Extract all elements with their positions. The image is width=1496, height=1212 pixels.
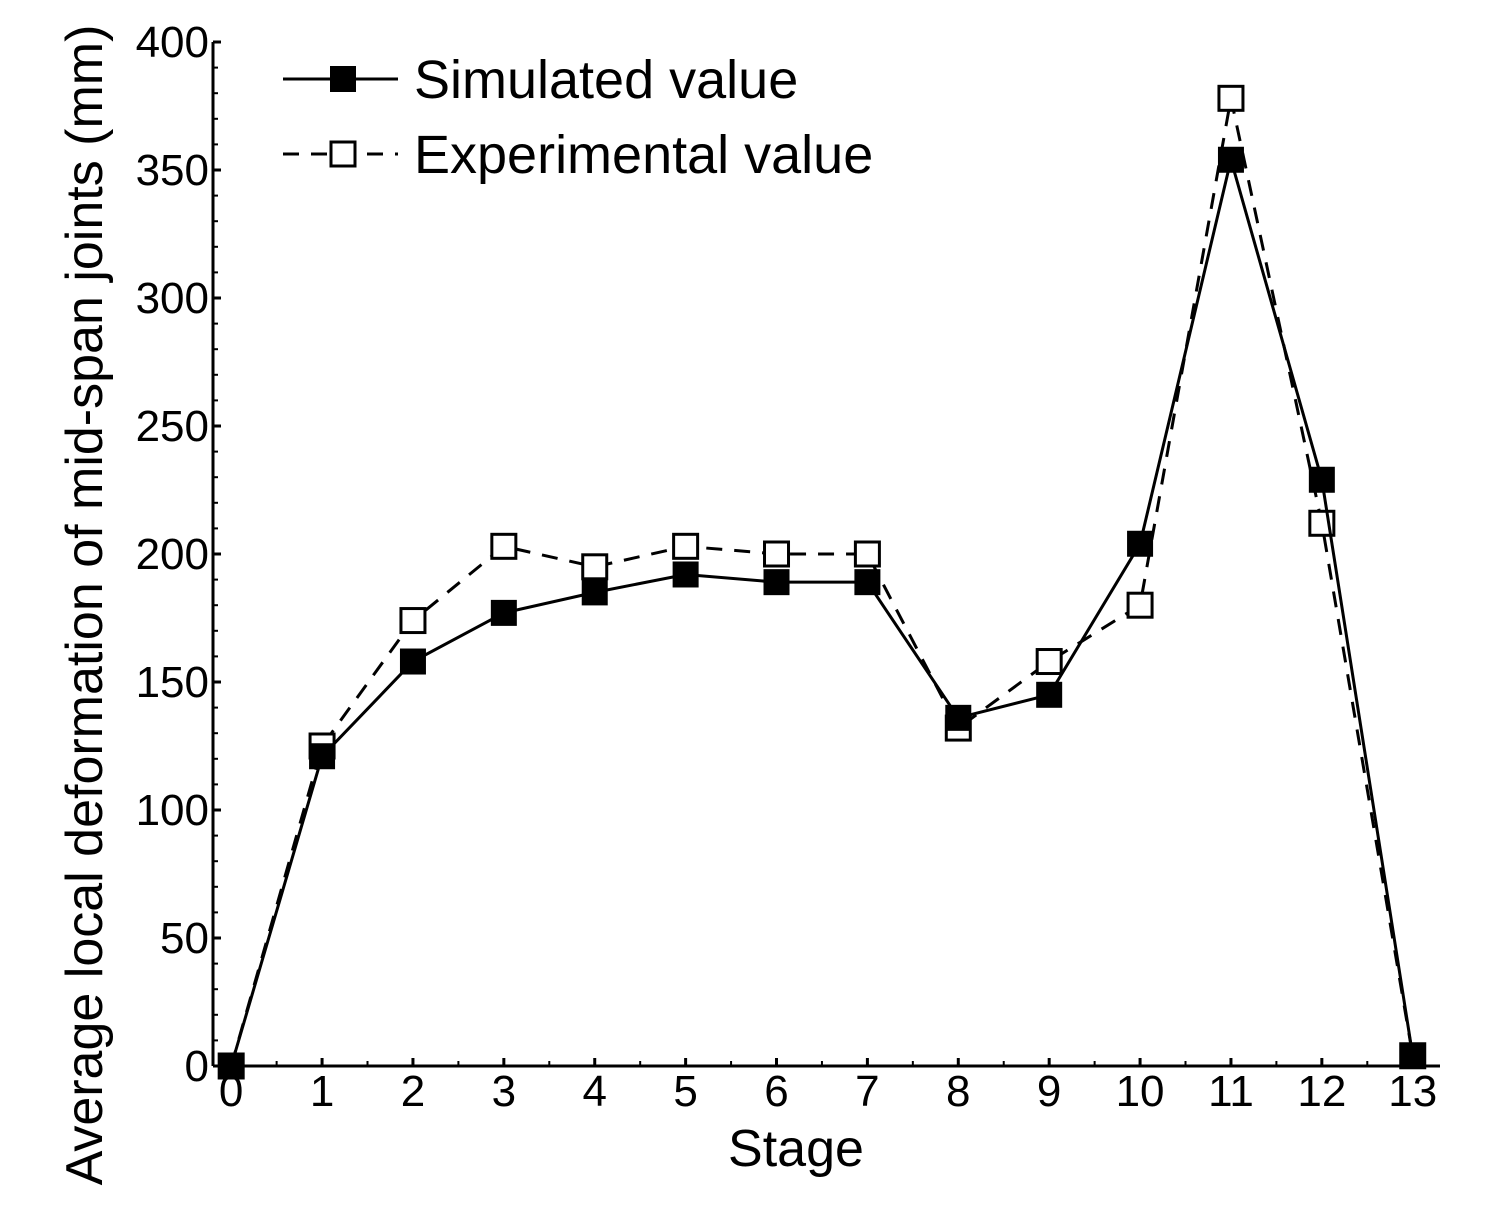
data-point-simulated-value	[218, 1053, 245, 1079]
y-tick-label: 50	[160, 914, 209, 963]
series-line-simulated-value	[229, 153, 1415, 1067]
data-point-experimental-value	[399, 607, 427, 635]
data-point-simulated-value	[763, 569, 790, 596]
x-tick-label: 7	[855, 1067, 879, 1116]
y-tick-label: 150	[136, 658, 209, 707]
x-tick-label: 3	[492, 1067, 516, 1116]
legend: Simulated value Experimental value	[283, 50, 873, 185]
data-point-experimental-value	[1126, 591, 1154, 619]
y-axis-ticks: 0 50 100 150 200 250 300 350 400	[136, 18, 221, 1091]
data-point-experimental-value	[853, 540, 881, 568]
data-point-simulated-value	[1217, 146, 1244, 173]
x-tick-label: 5	[673, 1067, 697, 1116]
series-line-experimental-value	[229, 98, 1415, 1067]
data-point-simulated-value	[1308, 466, 1335, 493]
x-tick-label: 8	[946, 1067, 970, 1116]
x-tick-label: 9	[1037, 1067, 1061, 1116]
data-point-experimental-value	[763, 540, 791, 568]
series-group	[217, 84, 1427, 1080]
data-point-simulated-value	[399, 648, 426, 675]
data-point-experimental-value	[581, 553, 609, 581]
data-point-simulated-value	[309, 743, 336, 770]
data-point-experimental-value	[490, 532, 518, 560]
data-point-experimental-value	[1035, 648, 1063, 676]
series-simulated-value	[218, 146, 1426, 1079]
data-point-simulated-value	[672, 561, 699, 588]
x-tick-label: 11	[1208, 1067, 1254, 1116]
y-tick-label: 100	[136, 786, 209, 835]
x-tick-label: 2	[401, 1067, 425, 1116]
y-tick-label: 200	[136, 530, 209, 579]
data-point-simulated-value	[945, 704, 972, 731]
x-tick-label: 4	[582, 1067, 606, 1116]
y-tick-label: 350	[136, 146, 209, 195]
data-point-experimental-value	[672, 532, 700, 560]
y-axis-title: Average local deformation of mid-span jo…	[56, 25, 114, 1186]
y-tick-label: 0	[185, 1042, 209, 1091]
y-tick-label: 400	[136, 18, 209, 67]
data-point-simulated-value	[490, 599, 517, 626]
x-tick-label: 12	[1297, 1067, 1346, 1116]
data-point-simulated-value	[581, 579, 608, 606]
legend-label-simulated: Simulated value	[414, 50, 798, 110]
y-tick-label: 250	[136, 402, 209, 451]
legend-label-experimental: Experimental value	[414, 125, 873, 185]
x-axis-title: Stage	[728, 1120, 864, 1178]
x-tick-label: 10	[1116, 1067, 1165, 1116]
data-point-simulated-value	[1127, 530, 1154, 557]
x-tick-label: 1	[310, 1067, 334, 1116]
x-axis-ticks: 0 1 2 3 4 5 6 7 8 9 10 11 12 13	[219, 1058, 1437, 1116]
x-tick-label: 13	[1388, 1067, 1437, 1116]
x-tick-label: 6	[764, 1067, 788, 1116]
y-tick-label: 300	[136, 274, 209, 323]
legend-marker-experimental	[329, 140, 357, 168]
legend-marker-simulated	[330, 66, 356, 92]
data-point-simulated-value	[1036, 681, 1063, 708]
data-point-simulated-value	[854, 569, 881, 596]
data-point-experimental-value	[1217, 84, 1245, 112]
data-point-simulated-value	[1399, 1042, 1426, 1069]
